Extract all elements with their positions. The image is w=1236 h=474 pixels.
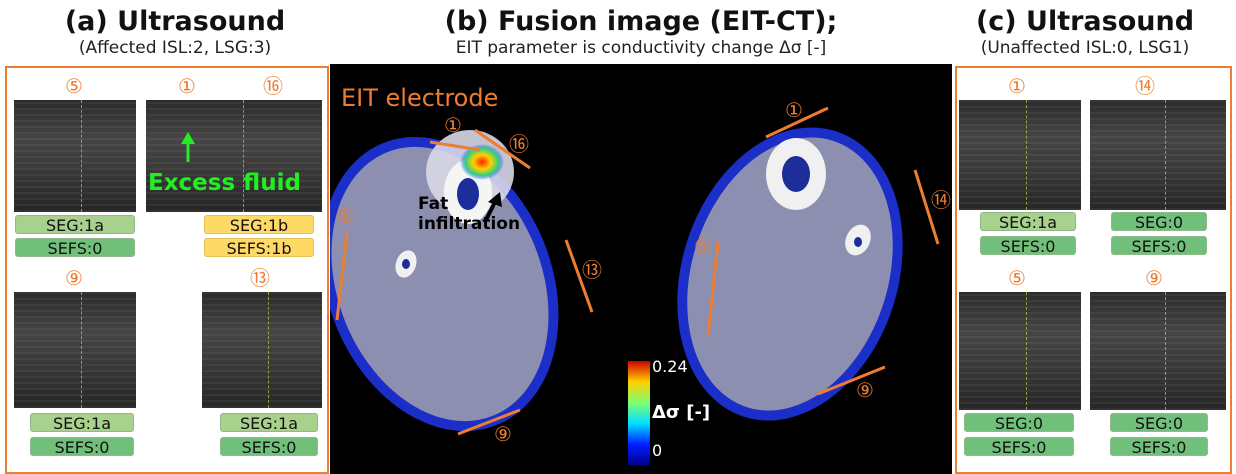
panel-c-subtitle: (Unaffected ISL:0, LSG1): [980, 38, 1190, 58]
us-c3-seg: SEG:0: [964, 413, 1074, 433]
us-a2-number2: ⑯: [263, 74, 283, 98]
us-a3-image: [14, 292, 136, 408]
panel-c-frame: [955, 66, 1232, 474]
fusion-right-number-9: ⑨: [856, 378, 874, 402]
us-c1-number: ①: [1008, 74, 1026, 98]
fusion-left-number-13: ⑬: [582, 258, 602, 282]
us-c2-number: ⑭: [1135, 74, 1155, 98]
fusion-right-number-1: ①: [785, 98, 803, 122]
colorbar-label: Δσ [-]: [652, 402, 711, 423]
fusion-left-number-9: ⑨: [494, 422, 512, 446]
panel-a-title: (a) Ultrasound: [64, 6, 286, 37]
us-a2-image: [146, 100, 322, 212]
us-c4-number: ⑨: [1145, 266, 1163, 290]
us-a3-sefs: SEFS:0: [30, 437, 134, 457]
us-c3-number: ⑤: [1008, 266, 1026, 290]
us-c1-seg: SEG:1a: [980, 212, 1076, 232]
us-a3-seg: SEG:1a: [30, 413, 134, 433]
us-a2-number: ①: [178, 74, 196, 98]
fusion-left-number-5: ⑤: [336, 204, 354, 228]
colorbar-min: 0: [652, 441, 663, 460]
us-a1-sefs: SEFS:0: [15, 238, 135, 258]
arrow-up-icon: [181, 132, 195, 162]
us-c3-sefs: SEFS:0: [964, 437, 1074, 457]
us-a4-sefs: SEFS:0: [220, 437, 318, 457]
fusion-left-number-16: ⑯: [509, 132, 529, 156]
us-a1-image: [14, 100, 136, 212]
us-a3-number: ⑨: [65, 266, 83, 290]
excess-fluid-label: Excess fluid: [148, 170, 301, 196]
colorbar: [628, 361, 650, 465]
eit-electrode-label: EIT electrode: [341, 84, 499, 112]
us-c4-sefs: SEFS:0: [1110, 437, 1208, 457]
us-c2-sefs: SEFS:0: [1111, 236, 1207, 256]
us-a4-number: ⑬: [250, 266, 270, 290]
us-c4-seg: SEG:0: [1110, 413, 1208, 433]
panel-b-subtitle: EIT parameter is conductivity change Δσ …: [455, 38, 827, 58]
panel-a-subtitle: (Affected ISL:2, LSG:3): [78, 38, 272, 58]
fat-infiltration-label: Fat infiltration: [418, 194, 521, 234]
us-a2-seg: SEG:1b: [204, 215, 314, 235]
us-a4-seg: SEG:1a: [220, 413, 318, 433]
us-a2-sefs: SEFS:1b: [204, 238, 314, 258]
us-c2-seg: SEG:0: [1111, 212, 1207, 232]
us-a1-seg: SEG:1a: [15, 215, 135, 235]
fusion-right-number-5: ⑤: [694, 234, 712, 258]
us-a1-number: ⑤: [65, 74, 83, 98]
panel-a-frame: [5, 66, 329, 474]
us-c1-sefs: SEFS:0: [980, 236, 1076, 256]
fusion-image: [330, 64, 952, 474]
fusion-right-number-14: ⑭: [931, 188, 951, 212]
colorbar-max: 0.24: [652, 357, 688, 376]
panel-b-title: (b) Fusion image (EIT-CT);: [444, 6, 838, 37]
us-c2-image: [1090, 100, 1226, 210]
fusion-cross-sections: [330, 106, 940, 465]
us-a4-image: [202, 292, 322, 408]
fusion-left-number-1: ①: [444, 113, 462, 137]
us-c1-image: [959, 100, 1081, 210]
us-c4-image: [1090, 292, 1226, 410]
us-c3-image: [959, 292, 1081, 410]
panel-c-title: (c) Ultrasound: [975, 6, 1195, 37]
